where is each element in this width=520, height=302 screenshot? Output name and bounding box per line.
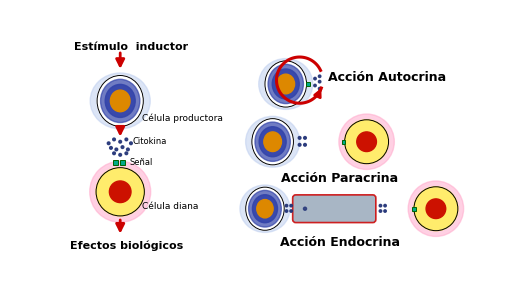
FancyBboxPatch shape (412, 207, 417, 211)
Ellipse shape (90, 161, 151, 222)
Ellipse shape (277, 74, 295, 94)
Ellipse shape (285, 210, 288, 212)
Text: Acción Paracrina: Acción Paracrina (281, 172, 398, 185)
Ellipse shape (110, 146, 112, 149)
Ellipse shape (304, 207, 307, 210)
Ellipse shape (304, 143, 306, 146)
Text: Célula diana: Célula diana (142, 202, 198, 211)
Ellipse shape (105, 84, 135, 117)
Ellipse shape (379, 204, 382, 207)
Ellipse shape (100, 79, 140, 123)
Ellipse shape (259, 59, 313, 109)
FancyBboxPatch shape (306, 82, 310, 86)
Ellipse shape (414, 187, 458, 231)
Ellipse shape (259, 127, 286, 157)
Ellipse shape (384, 210, 386, 212)
Ellipse shape (379, 210, 382, 212)
Ellipse shape (268, 64, 304, 104)
Ellipse shape (408, 181, 464, 236)
Ellipse shape (121, 146, 124, 149)
Ellipse shape (107, 142, 110, 145)
Ellipse shape (240, 185, 290, 233)
Text: Célula productora: Célula productora (142, 113, 223, 123)
Ellipse shape (245, 116, 300, 167)
Ellipse shape (318, 87, 321, 90)
Ellipse shape (298, 137, 301, 139)
FancyBboxPatch shape (293, 195, 376, 223)
Ellipse shape (255, 122, 290, 161)
Ellipse shape (252, 119, 293, 165)
Ellipse shape (357, 132, 376, 152)
Text: Señal: Señal (129, 158, 153, 167)
Ellipse shape (257, 200, 273, 218)
Ellipse shape (110, 90, 130, 112)
Ellipse shape (290, 204, 292, 207)
FancyBboxPatch shape (113, 160, 118, 165)
Text: Citokina: Citokina (133, 137, 167, 146)
Ellipse shape (252, 195, 278, 223)
Ellipse shape (126, 148, 129, 151)
Ellipse shape (285, 204, 288, 207)
Ellipse shape (125, 138, 128, 141)
Ellipse shape (113, 138, 115, 141)
Ellipse shape (265, 61, 307, 107)
Ellipse shape (96, 168, 145, 216)
Ellipse shape (119, 140, 122, 143)
Text: Acción Endocrina: Acción Endocrina (280, 236, 400, 249)
Text: Estímulo  inductor: Estímulo inductor (74, 42, 188, 52)
Ellipse shape (246, 187, 284, 230)
Ellipse shape (249, 190, 281, 227)
Ellipse shape (264, 132, 281, 152)
Ellipse shape (318, 80, 321, 83)
Ellipse shape (345, 120, 388, 164)
Ellipse shape (90, 73, 150, 129)
Ellipse shape (314, 84, 316, 87)
Ellipse shape (109, 181, 131, 203)
Ellipse shape (97, 76, 144, 126)
Ellipse shape (115, 148, 118, 151)
Ellipse shape (304, 137, 306, 139)
Ellipse shape (272, 69, 300, 99)
FancyBboxPatch shape (120, 160, 125, 165)
Ellipse shape (129, 142, 132, 145)
Text: Efectos biológicos: Efectos biológicos (70, 240, 184, 251)
Ellipse shape (125, 152, 128, 155)
Ellipse shape (119, 153, 122, 156)
Ellipse shape (384, 204, 386, 207)
Ellipse shape (298, 143, 301, 146)
FancyBboxPatch shape (342, 140, 345, 144)
Ellipse shape (113, 152, 115, 155)
Ellipse shape (314, 77, 316, 80)
Text: Acción Autocrina: Acción Autocrina (328, 71, 446, 84)
Ellipse shape (290, 210, 292, 212)
Ellipse shape (318, 75, 321, 78)
Ellipse shape (339, 114, 394, 169)
Ellipse shape (426, 199, 446, 219)
